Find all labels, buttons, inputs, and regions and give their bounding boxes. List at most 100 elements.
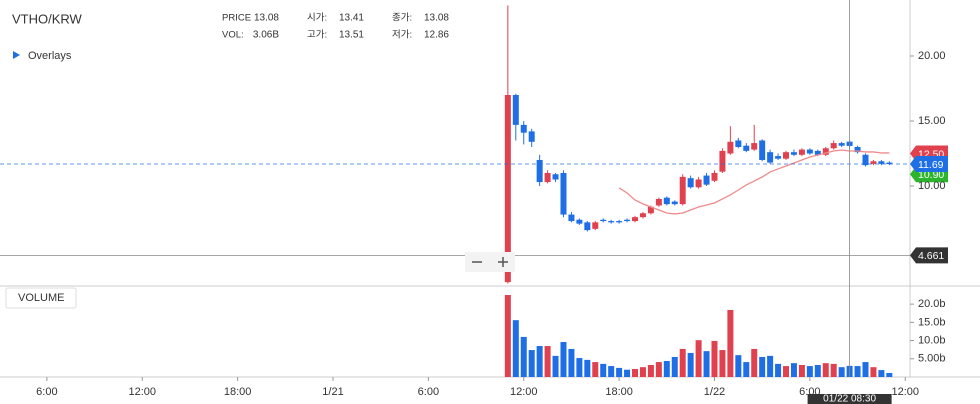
volume-bar — [838, 367, 845, 377]
volume-bar — [719, 350, 726, 377]
candle-body — [783, 152, 790, 159]
volume-bar — [600, 363, 607, 377]
volume-bar — [830, 363, 837, 377]
candle-body — [536, 159, 543, 183]
candle-body — [608, 221, 615, 223]
candle-body — [671, 201, 678, 205]
volume-tick-label: 20.0b — [918, 298, 946, 310]
info-value: 12.86 — [424, 30, 449, 41]
volume-bar — [862, 362, 869, 377]
candle-body — [520, 124, 527, 133]
candle-body — [711, 172, 718, 181]
candle-body — [663, 197, 670, 205]
volume-bar — [624, 369, 631, 377]
volume-bar — [743, 362, 750, 377]
x-tick-label: 6:00 — [418, 386, 439, 398]
candle-body — [624, 219, 631, 222]
candle-body — [838, 143, 845, 146]
info-label: 시가: — [307, 13, 327, 24]
price-marker — [910, 156, 948, 173]
candle-body — [743, 145, 750, 151]
volume-bar — [536, 346, 543, 377]
x-tick-label: 1/21 — [322, 386, 343, 398]
candle-body — [695, 179, 702, 188]
volume-bar — [703, 351, 710, 377]
crosshair-y-label: 4.661 — [918, 250, 944, 262]
info-value: 13.41 — [339, 13, 364, 24]
volume-bar — [854, 366, 861, 377]
volume-bar — [544, 346, 551, 377]
volume-bar — [616, 367, 623, 377]
info-value: 13.08 — [254, 13, 279, 24]
price-marker-label: 11.69 — [918, 159, 944, 171]
x-tick-label: 12:00 — [128, 386, 156, 398]
candle-body — [751, 143, 758, 150]
y-tick-label: 20.00 — [918, 50, 946, 62]
volume-bar — [512, 320, 519, 377]
volume-bar — [632, 368, 639, 377]
candle-body — [568, 214, 575, 222]
volume-bar — [552, 355, 559, 377]
price-marker-label: 10.90 — [918, 169, 944, 181]
volume-tick-label: 5.00b — [918, 353, 946, 365]
x-tick-label: 1/22 — [704, 386, 725, 398]
candle-body — [878, 161, 885, 164]
candle-body — [512, 95, 519, 125]
candle-body — [735, 140, 742, 147]
volume-tick-label: 10.0b — [918, 334, 946, 346]
info-value: 13.08 — [424, 13, 449, 24]
candle-body — [560, 172, 567, 215]
candle-body — [639, 213, 646, 218]
volume-tick-label: 15.0b — [918, 316, 946, 328]
candle-body — [862, 154, 869, 166]
volume-bar — [608, 366, 615, 377]
candle-body — [806, 149, 813, 154]
info-value: 3.06B — [253, 30, 279, 41]
volume-bar — [695, 340, 702, 377]
moving-average — [618, 149, 890, 215]
candle-body — [552, 174, 559, 180]
volume-bar — [520, 336, 527, 377]
crosshair-y-box — [910, 247, 948, 264]
candle-body — [775, 156, 782, 159]
volume-bar — [751, 348, 758, 377]
candle-body — [790, 152, 797, 155]
overlays-label[interactable]: Overlays — [28, 50, 72, 62]
volume-bar — [870, 367, 877, 377]
overlays-icon[interactable] — [13, 51, 20, 59]
volume-bar — [806, 366, 813, 377]
price-pane — [0, 5, 910, 284]
candle-body — [814, 150, 821, 155]
volume-bar — [735, 355, 742, 377]
volume-bar — [592, 362, 599, 377]
candle-body — [616, 221, 623, 223]
volume-bar — [655, 362, 662, 377]
volume-bar — [814, 364, 821, 377]
volume-bar — [639, 367, 646, 377]
candle-body — [600, 219, 607, 222]
volume-bar — [822, 363, 829, 377]
candle-body — [528, 131, 535, 142]
volume-bar — [711, 340, 718, 377]
candle-body — [576, 219, 583, 224]
candle-body — [544, 172, 551, 183]
volume-bar — [790, 363, 797, 377]
info-label: 고가: — [307, 30, 327, 41]
x-tick-label: 18:00 — [605, 386, 633, 398]
crosshair-x-label: 01/22 08:30 — [823, 394, 876, 404]
candle-body — [767, 152, 774, 163]
candle-body — [679, 176, 686, 205]
volume-bar — [528, 350, 535, 377]
zoom-controls — [465, 252, 515, 272]
volume-bar — [584, 359, 591, 377]
y-tick-label: 10.00 — [918, 180, 946, 192]
candle-body — [719, 150, 726, 172]
candle-body — [854, 146, 861, 153]
info-label: 저가: — [392, 30, 412, 41]
volume-bar — [568, 348, 575, 377]
volume-bar — [679, 348, 686, 377]
volume-label: VOLUME — [18, 292, 64, 304]
